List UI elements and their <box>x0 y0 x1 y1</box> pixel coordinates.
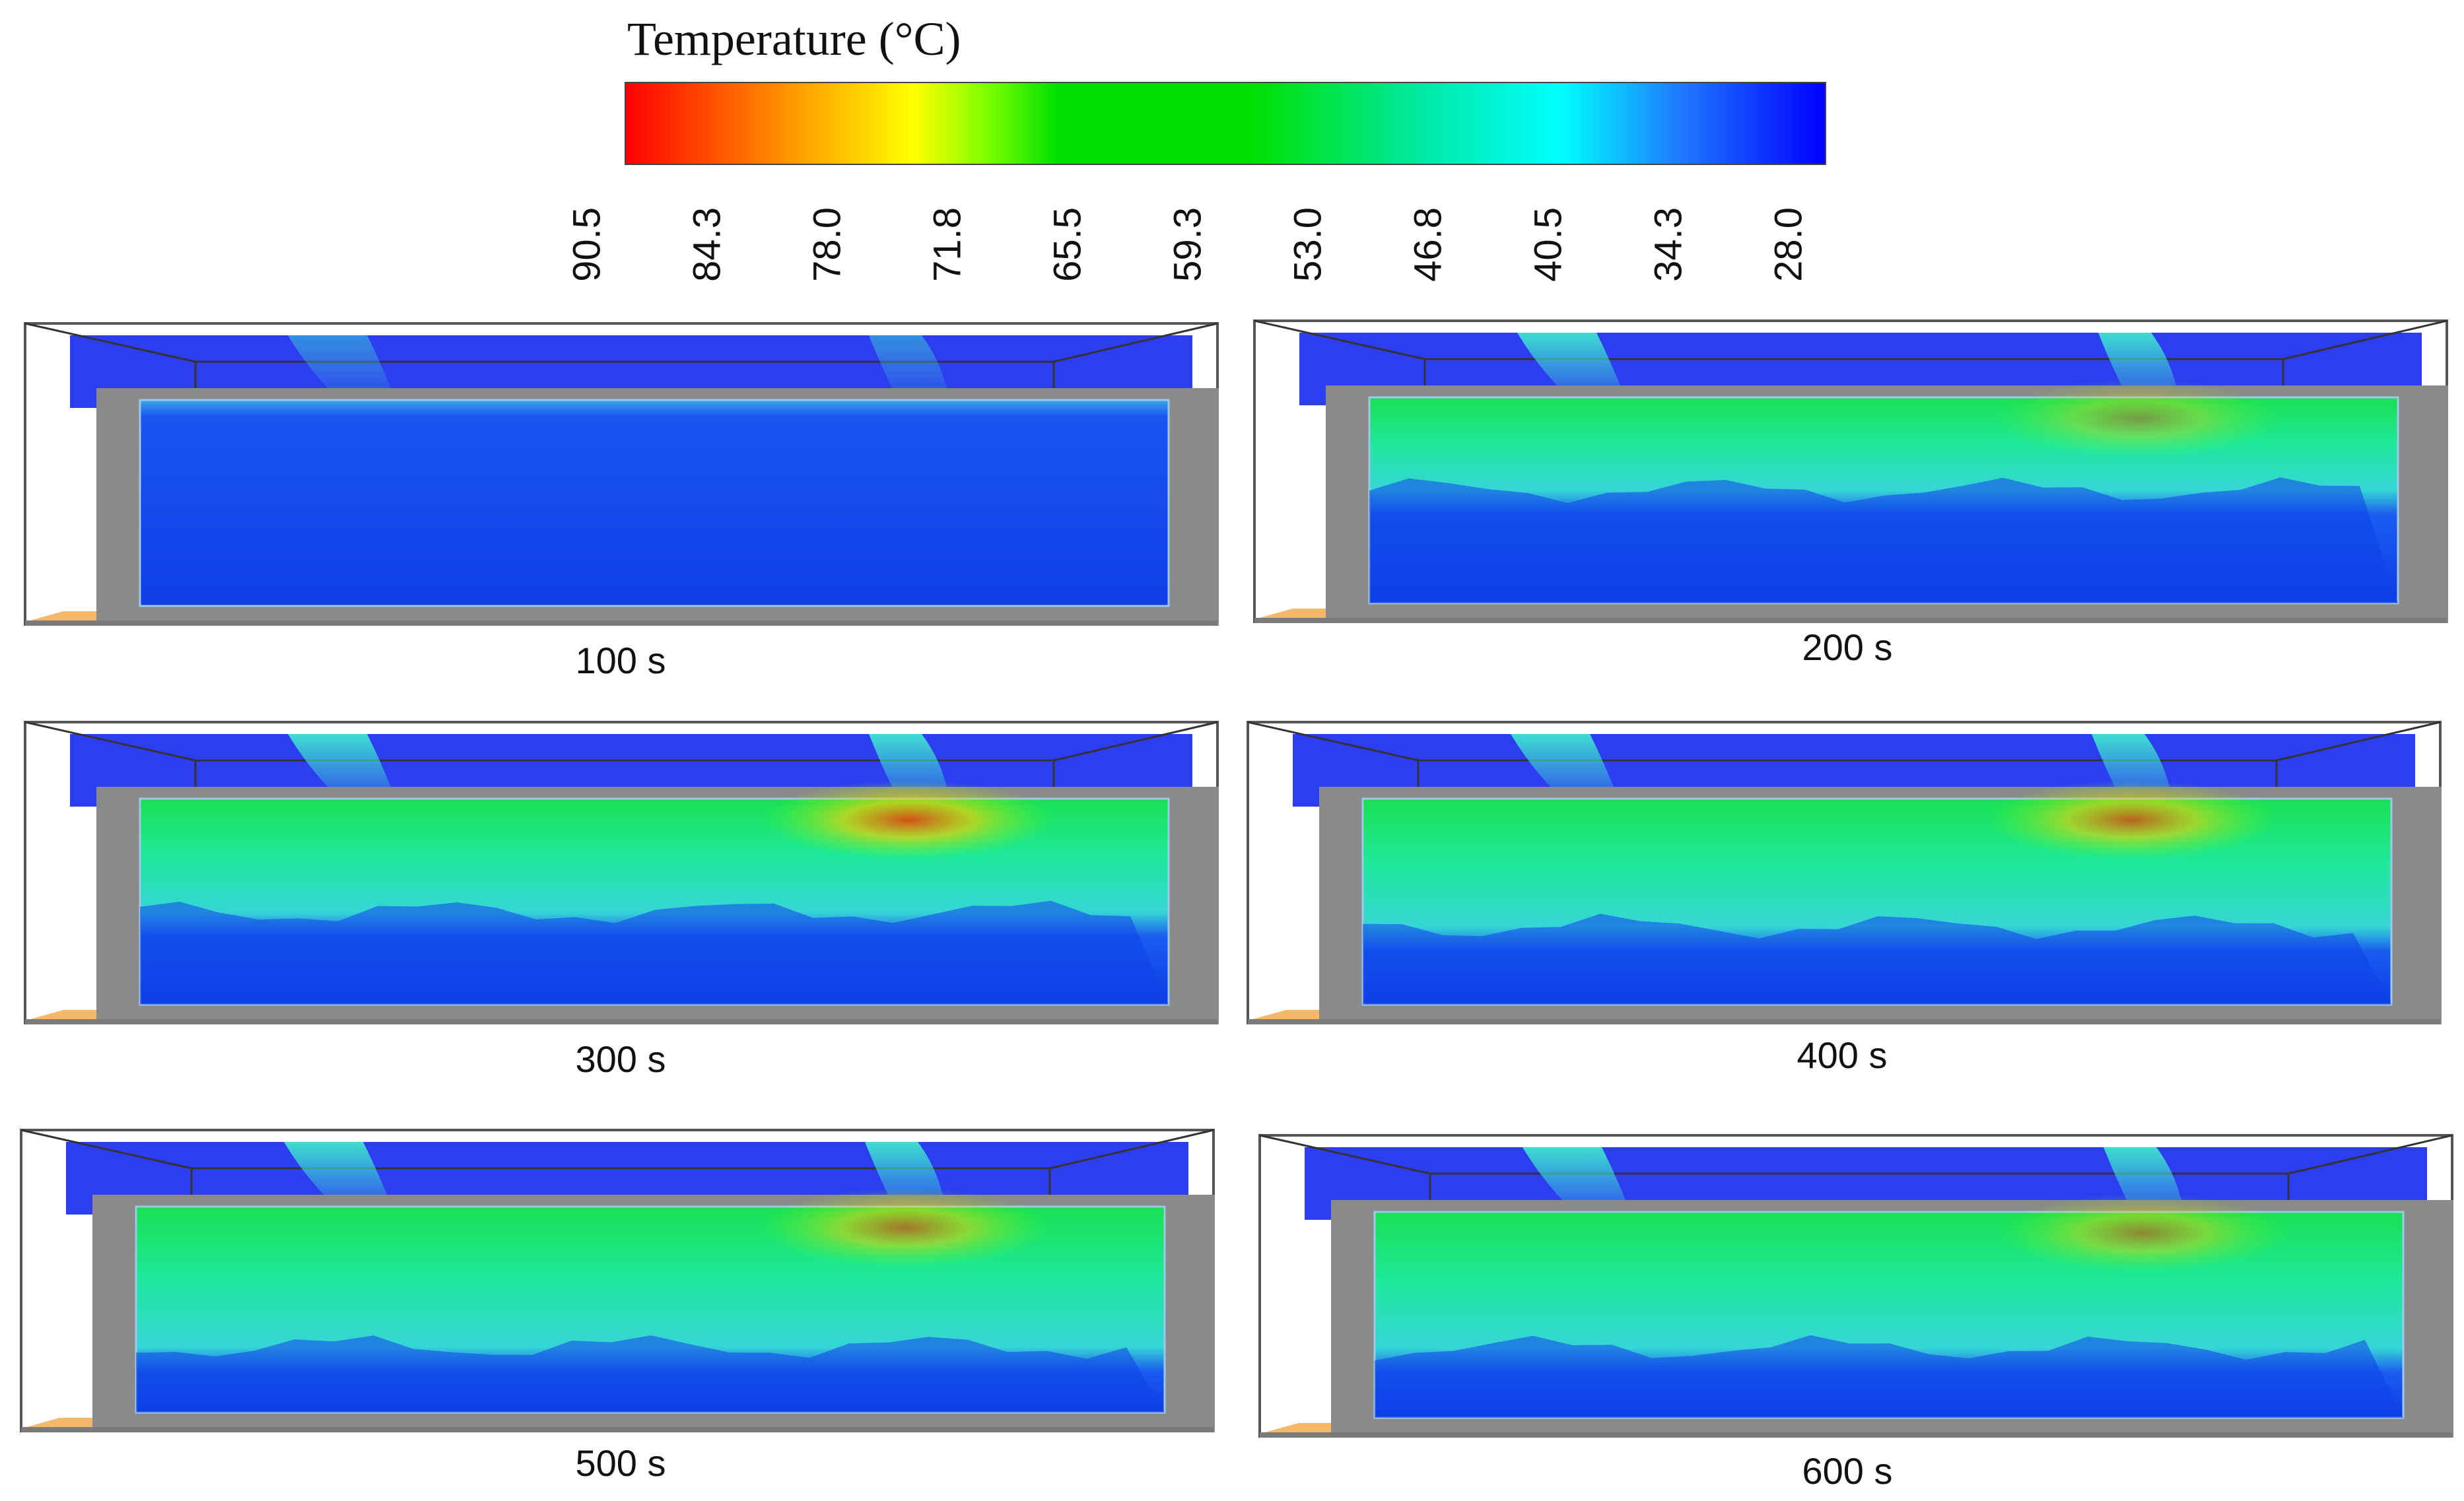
colorbar-tick-text: 53.0 <box>1286 207 1330 282</box>
smoke-plume <box>284 1142 390 1201</box>
colorbar-tick-text: 71.8 <box>926 207 969 282</box>
cool-air-layer <box>1375 1335 2403 1418</box>
panel-600s <box>1258 1134 2453 1444</box>
colorbar-tick-text: 65.5 <box>1046 207 1089 282</box>
smoke-plume <box>869 734 948 793</box>
panel-200s <box>1253 319 2448 630</box>
tunnel-temperature-panel <box>1247 721 2442 1024</box>
colorbar-tick-text: 59.3 <box>1166 207 1210 282</box>
smoke-plume <box>2092 734 2171 793</box>
legend-title: Temperature (°C) <box>627 13 961 65</box>
smoke-plume <box>288 335 394 395</box>
hot-spot <box>1993 379 2283 458</box>
panel-label-300s: 300 s <box>575 1038 666 1080</box>
hot-spot <box>1998 1193 2288 1273</box>
smoke-plume <box>865 1142 944 1201</box>
colorbar-tick-text: 34.3 <box>1647 207 1690 282</box>
panel-label-600s: 600 s <box>1802 1450 1893 1492</box>
panel-500s <box>20 1129 1215 1439</box>
tunnel-temperature-panel <box>1258 1134 2453 1438</box>
smoke-plume <box>1523 1147 1628 1207</box>
tunnel-temperature-panel <box>20 1129 1215 1432</box>
colorbar-tick-text: 28.0 <box>1767 207 1810 282</box>
temperature-colorbar <box>625 82 1826 165</box>
tunnel-temperature-panel <box>1253 319 2448 623</box>
colorbar-tick-text: 40.5 <box>1526 207 1570 282</box>
panel-label-500s: 500 s <box>575 1442 666 1484</box>
tunnel-temperature-panel <box>24 322 1219 626</box>
colorbar-tick-text: 78.0 <box>805 207 849 282</box>
tunnel-temperature-panel <box>24 721 1219 1024</box>
cool-air-layer <box>1363 914 2391 1005</box>
cool-air-layer <box>136 1335 1165 1413</box>
smoke-plume <box>2104 1147 2183 1207</box>
panel-label-400s: 400 s <box>1797 1034 1888 1076</box>
colorbar-tick-text: 84.3 <box>685 207 729 282</box>
panel-label-100s: 100 s <box>575 640 666 681</box>
colorbar-tick-text: 90.5 <box>565 207 609 282</box>
smoke-plume <box>2098 333 2177 392</box>
hot-spot <box>763 780 1054 859</box>
smoke-plume <box>1511 734 1616 793</box>
hot-spot <box>759 1188 1050 1267</box>
smoke-plume <box>869 335 948 395</box>
panel-300s <box>24 721 1219 1031</box>
cool-air-layer <box>140 900 1169 1005</box>
panel-100s <box>24 322 1219 632</box>
temperature-field <box>139 399 1170 607</box>
smoke-plume <box>288 734 394 793</box>
panel-400s <box>1247 721 2442 1031</box>
panel-label-200s: 200 s <box>1802 626 1893 668</box>
hot-spot <box>1986 780 2276 859</box>
cool-air-layer <box>1369 477 2398 603</box>
colorbar-tick-text: 46.8 <box>1406 207 1450 282</box>
smoke-plume <box>1517 333 1623 392</box>
